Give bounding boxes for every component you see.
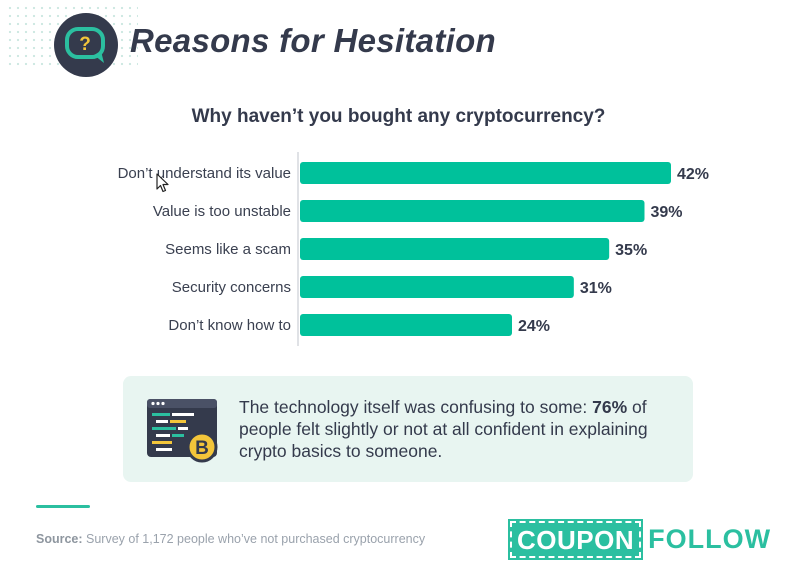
bar <box>300 200 645 222</box>
insight-callout: B The technology itself was confusing to… <box>123 376 693 482</box>
chart-title: Why haven’t you bought any cryptocurrenc… <box>191 106 606 127</box>
callout-text: The technology itself was confusing to s… <box>239 396 685 462</box>
category-label: Value is too unstable <box>153 203 291 220</box>
bar-chart: Don’t understand its value 42% Value is to… <box>118 152 709 346</box>
logo-follow-word: FOLLOW <box>648 524 772 554</box>
value-label: 24% <box>518 318 550 335</box>
category-label: Seems like a scam <box>165 241 291 258</box>
brand-logo: COUPON FOLLOW <box>507 518 772 560</box>
source-label: Source: <box>36 532 83 546</box>
bar <box>300 276 574 298</box>
category-label: Security concerns <box>172 279 291 296</box>
callout-highlight-stat: 76% <box>592 397 628 417</box>
value-label: 35% <box>615 242 647 259</box>
source-note: Source: Survey of 1,172 people who’ve no… <box>36 532 425 546</box>
crypto-code-window-icon: B <box>145 397 221 470</box>
svg-text:?: ? <box>79 34 91 55</box>
bar <box>300 162 671 184</box>
category-label: Don’t understand its value <box>118 165 291 182</box>
value-label: 42% <box>677 166 709 183</box>
question-chat-bubble-icon: ? <box>54 13 118 77</box>
bar <box>300 314 512 336</box>
logo-coupon-box: COUPON <box>507 518 644 560</box>
category-label: Don’t know how to <box>168 317 291 334</box>
footer-divider <box>36 505 90 508</box>
bar <box>300 238 610 260</box>
svg-text:B: B <box>195 438 209 459</box>
page-title: Reasons for Hesitation <box>130 22 497 59</box>
callout-text-after: of people felt slightly or not at all co… <box>239 397 648 461</box>
source-text: Survey of 1,172 people who’ve not purcha… <box>82 532 426 546</box>
value-label: 39% <box>651 204 683 221</box>
value-label: 31% <box>580 280 612 297</box>
callout-text-before: The technology itself was confusing to s… <box>239 397 593 417</box>
mouse-pointer-icon <box>156 173 170 198</box>
